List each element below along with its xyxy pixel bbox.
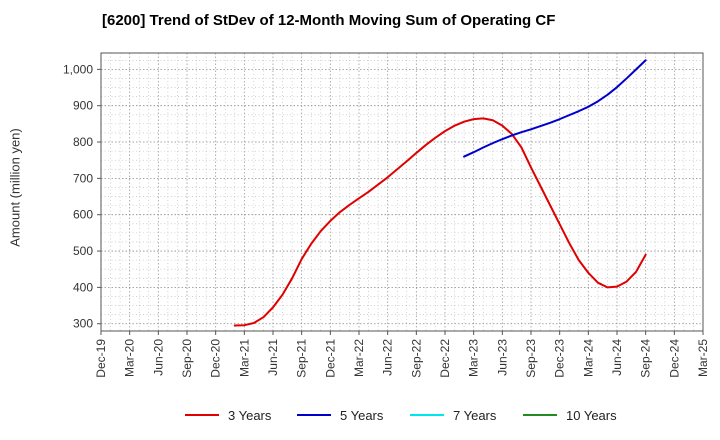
x-tick-label: Mar-20 [123, 339, 137, 377]
legend-item: 10 Years [523, 405, 617, 425]
plot-frame [100, 52, 704, 332]
y-tick-label: 900 [73, 99, 93, 113]
x-tick-label: Sep-21 [295, 339, 309, 378]
legend-swatch [410, 414, 444, 416]
x-tick-label: Sep-23 [524, 339, 538, 378]
y-tick-label: 400 [73, 280, 93, 294]
legend-swatch [185, 414, 219, 416]
x-tick-label: Jun-20 [151, 339, 165, 376]
axis-layer: Dec-19 Mar-20 Jun-20 Sep-20 Dec-20 Mar-21 Jun-… [63, 52, 710, 378]
x-tick-label: Sep-20 [180, 339, 194, 378]
y-tick-label: 800 [73, 135, 93, 149]
grid-layer [100, 53, 704, 331]
x-tick-label: Jun-24 [610, 339, 624, 376]
x-tick-label: Dec-21 [323, 339, 337, 378]
x-tick-label: Jun-23 [495, 339, 509, 376]
x-tick-label: Sep-24 [639, 339, 653, 378]
x-tick-label: Mar-21 [237, 339, 251, 377]
y-tick-label: 300 [73, 317, 93, 331]
plot-area [101, 53, 703, 331]
chart-title: [6200] Trend of StDev of 12-Month Moving… [102, 12, 556, 29]
legend-swatch [297, 414, 331, 416]
legend-label: 7 Years [453, 407, 497, 423]
legend-label: 3 Years [228, 407, 272, 423]
x-tick-label: Dec-24 [667, 339, 681, 378]
x-tick-label: Mar-25 [696, 339, 710, 377]
series-layer [233, 59, 647, 327]
x-tick-label: Dec-22 [438, 339, 452, 378]
y-tick-label: 700 [73, 171, 93, 185]
x-tick-label: Jun-21 [266, 339, 280, 376]
legend-item: 7 Years [410, 405, 496, 425]
series-line-3-years [233, 117, 647, 327]
legend: 3 Years 5 Years 7 Years 10 Years [0, 405, 720, 425]
x-tick-label: Mar-22 [352, 339, 366, 377]
legend-item: 5 Years [297, 405, 383, 425]
legend-label: 10 Years [566, 407, 617, 423]
x-tick-label: Mar-23 [467, 339, 481, 377]
legend-label: 5 Years [340, 407, 384, 423]
x-tick-label: Dec-19 [94, 339, 108, 378]
y-tick-label: 600 [73, 208, 93, 222]
legend-item: 3 Years [185, 405, 271, 425]
y-tick-label: 1,000 [63, 62, 93, 76]
y-tick-label: 500 [73, 244, 93, 258]
x-tick-label: Sep-22 [409, 339, 423, 378]
x-tick-label: Jun-22 [381, 339, 395, 376]
series-line-5-years [463, 59, 647, 158]
x-tick-label: Mar-24 [581, 339, 595, 377]
x-tick-label: Dec-20 [209, 339, 223, 378]
x-tick-label: Dec-23 [553, 339, 567, 378]
legend-swatch [523, 414, 557, 416]
